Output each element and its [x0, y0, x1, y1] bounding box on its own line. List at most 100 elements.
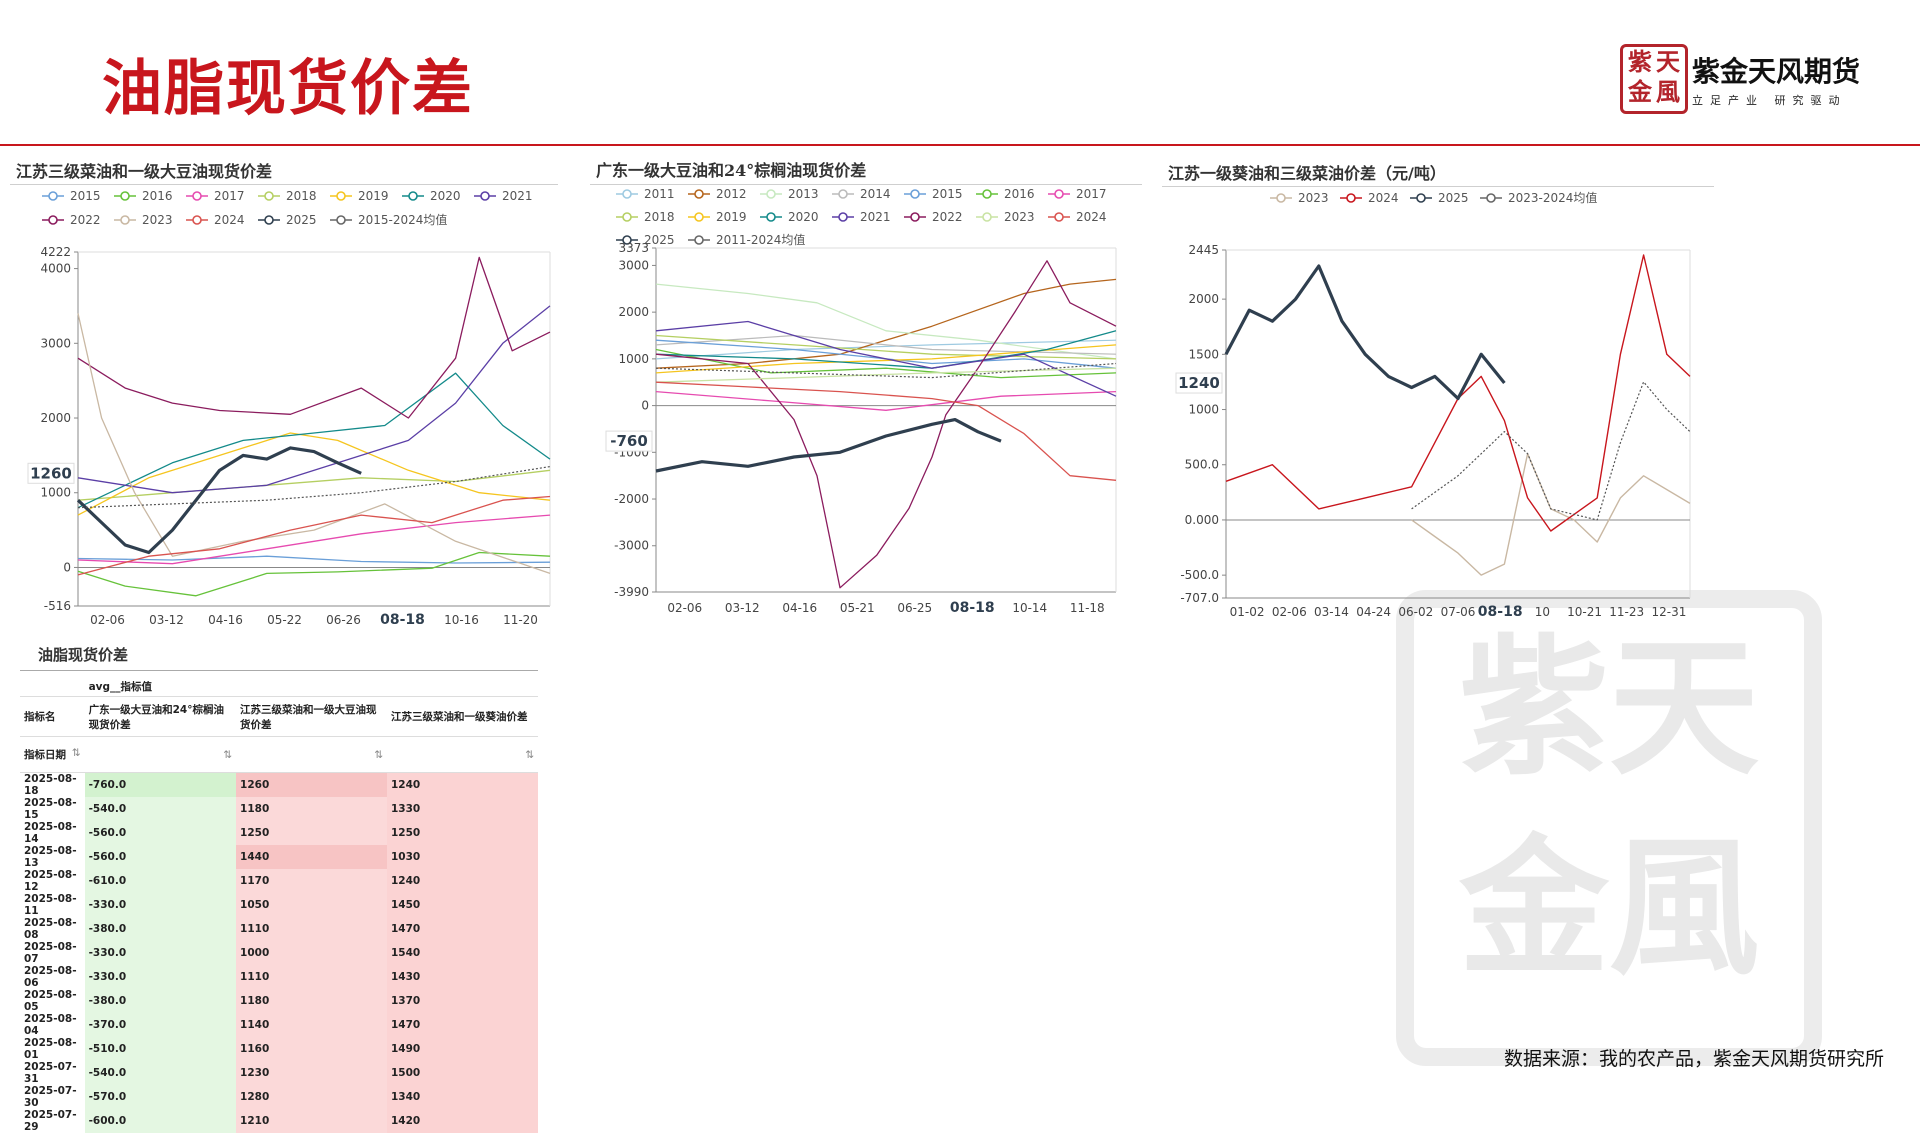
- legend-item-2025[interactable]: 2025: [616, 233, 675, 247]
- legend-item-2024[interactable]: 2024: [1048, 210, 1107, 224]
- legend-item-2017[interactable]: 2017: [1048, 187, 1107, 201]
- table-row: 2025-08-18 -760.0 1260 1240: [20, 772, 538, 797]
- series-line-2024[interactable]: [655, 381, 1117, 481]
- legend-item-2025[interactable]: 2025: [1410, 191, 1469, 205]
- legend-item-2019[interactable]: 2019: [688, 210, 747, 224]
- legend-item-2011[interactable]: 2011: [616, 187, 675, 201]
- legend-item-2017[interactable]: 2017: [186, 189, 245, 203]
- legend-item-2023-2024均值[interactable]: 2023-2024均值: [1480, 190, 1597, 205]
- series-line-2023[interactable]: [77, 313, 551, 575]
- current-value-badge: -760: [605, 430, 653, 452]
- legend-item-2025[interactable]: 2025: [258, 213, 317, 227]
- legend-item-2013[interactable]: 2013: [760, 187, 819, 201]
- legend-item-2022[interactable]: 2022: [42, 213, 101, 227]
- legend-item-2015[interactable]: 2015: [42, 189, 101, 203]
- legend-item-2015-2024均值[interactable]: 2015-2024均值: [330, 212, 447, 227]
- row-header-metric: 指标名: [20, 696, 85, 737]
- row-date: 2025-08-11: [24, 893, 77, 917]
- chart-2: 2011 2012 2013 2014 2015 2016 2017 2018 2019 2020…: [605, 187, 1117, 616]
- page-title: 油脂现货价差: [102, 54, 474, 124]
- series-line-2018[interactable]: [77, 469, 551, 501]
- svg-text:2018: 2018: [286, 189, 317, 203]
- row-date: 2025-07-29: [24, 1109, 77, 1133]
- legend-item-2023[interactable]: 2023: [114, 213, 173, 227]
- svg-text:1240: 1240: [1178, 374, 1220, 392]
- series-line-2019[interactable]: [655, 344, 1117, 374]
- series-line-2021[interactable]: [77, 305, 551, 494]
- y-tick-label: -2000: [614, 492, 649, 506]
- legend-item-2011-2024均值[interactable]: 2011-2024均值: [688, 232, 805, 247]
- row-date: 2025-08-15: [24, 797, 77, 821]
- series-line-2021[interactable]: [655, 320, 1117, 397]
- legend-item-2020[interactable]: 2020: [760, 210, 819, 224]
- series-line-2015-2024均值[interactable]: [77, 466, 551, 509]
- logo-slogan: 立足产业 研究驱动: [1692, 94, 1847, 107]
- legend-item-2018[interactable]: 2018: [258, 189, 317, 203]
- cell-value: 1030: [387, 845, 538, 869]
- y-tick-label: 1000: [618, 352, 649, 366]
- cell-value: 1540: [387, 941, 538, 965]
- x-tick-label: 03-14: [1314, 605, 1349, 619]
- svg-text:2013: 2013: [788, 187, 819, 201]
- series-line-2025[interactable]: [1224, 264, 1506, 401]
- legend-item-2023[interactable]: 2023: [1270, 191, 1329, 205]
- svg-text:2025: 2025: [644, 233, 675, 247]
- legend-item-2023[interactable]: 2023: [976, 210, 1035, 224]
- legend-item-2022[interactable]: 2022: [904, 210, 963, 224]
- series-line-2016[interactable]: [77, 551, 551, 597]
- series-line-2024[interactable]: [77, 495, 551, 576]
- legend-item-2020[interactable]: 2020: [402, 189, 461, 203]
- sort-icon[interactable]: ⇅: [525, 748, 534, 761]
- series-line-2020[interactable]: [77, 372, 551, 509]
- series-line-2015[interactable]: [77, 555, 551, 564]
- spread-table: avg__指标值 指标名 广东一级大豆油和24°棕榈油现货价差 江苏三级菜油和一级大豆…: [20, 677, 538, 1133]
- series-line-2022[interactable]: [77, 256, 551, 419]
- legend-item-2012[interactable]: 2012: [688, 187, 747, 201]
- series-line-2018[interactable]: [655, 334, 1117, 360]
- series-line-2016[interactable]: [655, 348, 1117, 379]
- svg-text:2018: 2018: [644, 210, 675, 224]
- y-tick-label: 1000: [40, 486, 71, 500]
- legend-item-2016[interactable]: 2016: [114, 189, 173, 203]
- legend-item-2019[interactable]: 2019: [330, 189, 389, 203]
- legend-item-2024[interactable]: 2024: [1340, 191, 1399, 205]
- current-value-badge: 1260: [27, 462, 75, 484]
- cell-value: 1110: [236, 965, 387, 989]
- legend-item-2015[interactable]: 2015: [904, 187, 963, 201]
- svg-text:2023: 2023: [1298, 191, 1329, 205]
- legend-item-2021[interactable]: 2021: [474, 189, 533, 203]
- series-line-2015[interactable]: [655, 339, 1117, 369]
- table-row: 2025-08-11 -330.0 1050 1450: [20, 893, 538, 917]
- cell-value: 1050: [236, 893, 387, 917]
- svg-text:2014: 2014: [860, 187, 891, 201]
- current-value-badge: 1240: [1175, 372, 1223, 394]
- legend-item-2014[interactable]: 2014: [832, 187, 891, 201]
- table-row: 2025-08-05 -380.0 1180 1370: [20, 989, 538, 1013]
- series-line-2023-2024均值[interactable]: [1411, 381, 1691, 521]
- series-line-2025[interactable]: [76, 446, 362, 555]
- legend-item-2018[interactable]: 2018: [616, 210, 675, 224]
- series-line-2011-2024均值[interactable]: [655, 362, 1117, 379]
- series-line-2020[interactable]: [655, 330, 1117, 369]
- chart-2-title: 广东一级大豆油和24°棕榈油现货价差: [596, 161, 867, 180]
- sort-icon[interactable]: ⇅: [71, 747, 81, 759]
- sort-icon[interactable]: ⇅: [374, 748, 383, 761]
- series-line-2025[interactable]: [655, 418, 1002, 473]
- sort-icon[interactable]: ⇅: [223, 748, 233, 761]
- series-line-2023[interactable]: [1411, 453, 1691, 576]
- x-tick-label: 03-12: [725, 601, 760, 615]
- y-tick-label: 3000: [40, 336, 71, 350]
- svg-text:2017: 2017: [214, 189, 245, 203]
- svg-text:2023: 2023: [142, 213, 173, 227]
- series-line-2022[interactable]: [655, 260, 1117, 589]
- legend-item-2016[interactable]: 2016: [976, 187, 1035, 201]
- table-row: 2025-08-13 -560.0 1440 1030: [20, 845, 538, 869]
- y-tick-label: -3000: [614, 539, 649, 553]
- series-line-2017[interactable]: [655, 390, 1117, 411]
- legend-item-2021[interactable]: 2021: [832, 210, 891, 224]
- series-line-2017[interactable]: [77, 514, 551, 565]
- series-line-2019[interactable]: [77, 432, 551, 516]
- series-line-2024[interactable]: [1225, 254, 1691, 532]
- legend-item-2024[interactable]: 2024: [186, 213, 245, 227]
- series-line-2013[interactable]: [655, 283, 1117, 360]
